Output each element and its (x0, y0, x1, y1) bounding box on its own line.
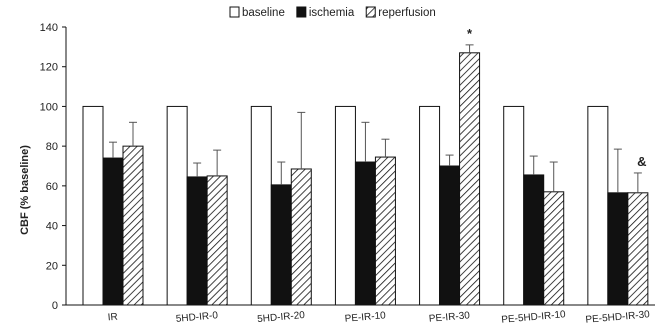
bar-baseline (419, 105, 441, 306)
significance-marker: & (637, 154, 646, 169)
legend-swatch-baseline (229, 6, 240, 18)
bar-baseline (250, 105, 272, 306)
legend-swatch-ischemia (296, 6, 307, 18)
bar-ischemia (102, 157, 124, 306)
category-label: IR (107, 312, 118, 324)
y-tick-label: 60 (46, 181, 58, 193)
significance-marker: * (467, 26, 473, 41)
bar-reperfusion (543, 191, 565, 306)
category-label: PE-5HD-IR-30 (585, 309, 651, 326)
y-tick-label: 120 (40, 62, 58, 74)
bar-ischemia (354, 161, 376, 306)
error-bars (109, 44, 642, 193)
bar-baseline (82, 105, 104, 306)
bar-baseline (587, 105, 609, 306)
bar-baseline (503, 105, 525, 306)
bar-ischemia (523, 174, 545, 306)
y-tick-label: 140 (40, 22, 58, 34)
y-tick-label: 40 (46, 221, 58, 233)
category-label: 5HD-IR-20 (257, 310, 306, 325)
y-tick-label: 20 (46, 260, 58, 272)
y-tick-label: 80 (46, 141, 58, 153)
annotations: *& (467, 26, 647, 169)
bar-ischemia (186, 176, 208, 306)
bar-baseline (166, 105, 188, 306)
bar-reperfusion (206, 175, 228, 306)
chart-legend: baseline ischemia reperfusion (229, 6, 436, 19)
x-axis-labels: IR 5HD-IR-0 5HD-IR-20 PE-IR-10 PE-IR-30 PE-5H… (107, 309, 650, 326)
legend-label-baseline: baseline (242, 7, 285, 19)
category-label: PE-5HD-IR-10 (501, 309, 567, 326)
bar-ischemia (607, 192, 629, 306)
legend-label-reperfusion: reperfusion (378, 7, 436, 19)
legend-swatch-reperfusion (365, 6, 376, 18)
bar-reperfusion (290, 168, 312, 306)
bar-ischemia (439, 165, 461, 306)
y-axis-label: CBF (% baseline) (19, 145, 31, 235)
y-tick-label: 100 (40, 101, 58, 113)
bar-reperfusion (459, 52, 481, 306)
y-tick-label: 0 (52, 300, 58, 312)
category-label: 5HD-IR-0 (175, 310, 218, 325)
bars (82, 52, 649, 306)
bar-reperfusion (627, 192, 649, 306)
y-axis-ticks: 0 20 40 60 80 100 120 140 (40, 22, 66, 312)
bar-ischemia (270, 184, 292, 306)
category-label: PE-IR-30 (428, 310, 470, 325)
bar-reperfusion (374, 156, 396, 306)
bar-reperfusion (122, 145, 144, 306)
category-label: PE-IR-10 (344, 310, 386, 325)
bar-baseline (334, 105, 356, 306)
legend-label-ischemia: ischemia (309, 7, 355, 19)
